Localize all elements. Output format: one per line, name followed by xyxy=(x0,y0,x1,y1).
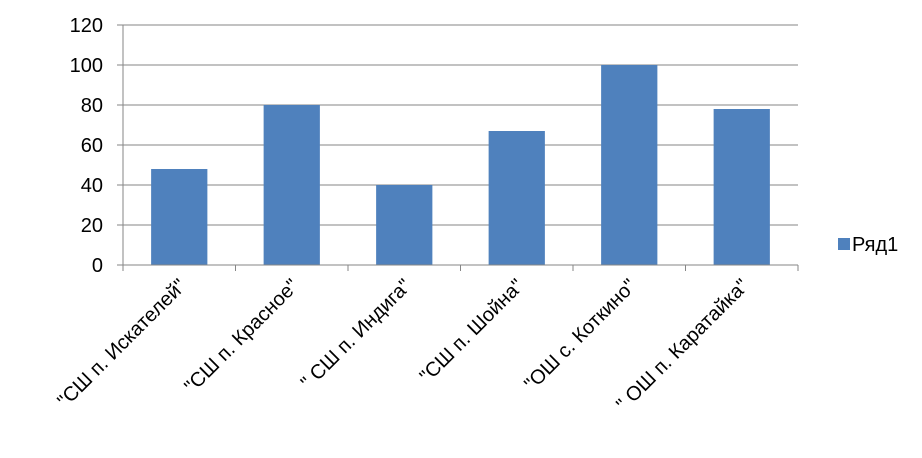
y-tick-label: 80 xyxy=(81,95,103,117)
axes xyxy=(117,24,799,271)
y-tick-label: 100 xyxy=(70,55,103,77)
y-tick-labels: 0 20 40 60 80 100 120 xyxy=(70,15,103,277)
y-tick-label: 20 xyxy=(81,215,103,237)
x-category-label: "СШ п. Шойна" xyxy=(416,275,529,388)
x-category-label: "СШ п. Искателей" xyxy=(54,275,191,412)
bar xyxy=(263,105,320,265)
bar xyxy=(713,109,770,265)
x-category-label: " СШ п. Индига" xyxy=(297,275,416,394)
legend: Ряд1 xyxy=(838,234,898,256)
y-tick-label: 0 xyxy=(92,255,103,277)
y-tick-label: 40 xyxy=(81,175,103,197)
legend-label: Ряд1 xyxy=(852,234,898,256)
legend-swatch xyxy=(838,238,850,250)
bar xyxy=(601,65,658,265)
x-category-label: "ОШ с. Коткино" xyxy=(520,275,640,395)
gridlines xyxy=(123,24,798,226)
bar xyxy=(151,169,208,265)
x-category-labels: "СШ п. Искателей""СШ п. Красное"" СШ п. … xyxy=(54,275,754,416)
x-category-label: "СШ п. Красное" xyxy=(180,275,303,398)
bars xyxy=(151,65,770,265)
bar xyxy=(488,131,545,265)
y-tick-label: 60 xyxy=(81,135,103,157)
bar xyxy=(376,185,433,265)
y-tick-label: 120 xyxy=(70,15,103,37)
